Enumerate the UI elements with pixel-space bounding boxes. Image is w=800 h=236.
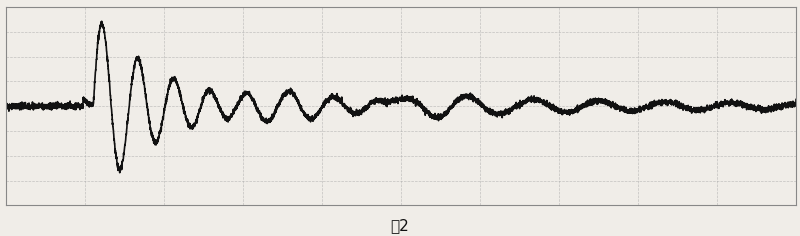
Text: 图2: 图2 bbox=[390, 219, 410, 234]
